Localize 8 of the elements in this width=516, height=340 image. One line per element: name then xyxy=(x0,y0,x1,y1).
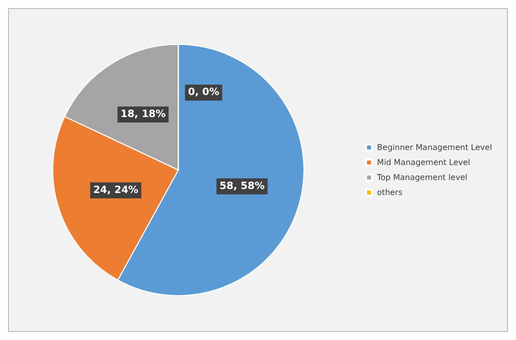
legend-label: Beginner Management Level xyxy=(377,143,492,152)
legend-label: Mid Management Level xyxy=(377,158,470,167)
data-label: 24, 24% xyxy=(93,184,138,196)
text: 0, 0% xyxy=(188,87,220,98)
data-label: 58, 58% xyxy=(219,180,265,192)
legend-label: Top Management level xyxy=(376,173,468,182)
legend-label: others xyxy=(377,188,403,197)
data-label: 18, 18% xyxy=(120,108,166,120)
